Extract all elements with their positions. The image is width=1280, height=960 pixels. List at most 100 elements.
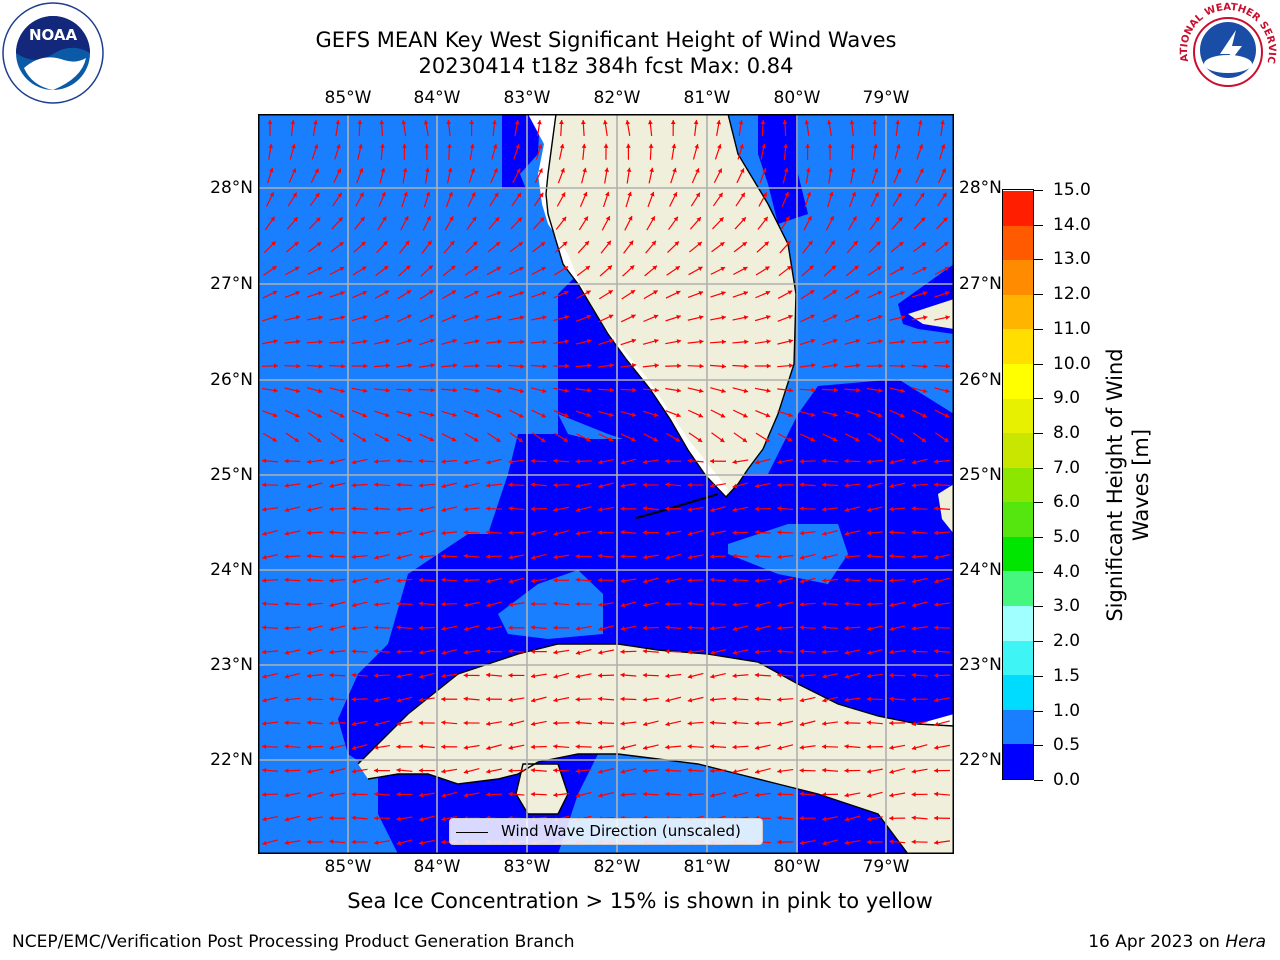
wind-arrow-head — [830, 240, 835, 246]
wind-arrow-head — [306, 816, 312, 822]
wind-arrow-head — [744, 339, 749, 345]
wind-arrow-head — [267, 120, 273, 124]
wind-arrow-head — [889, 815, 894, 821]
wind-arrow-head — [497, 339, 502, 345]
wind-arrow-head — [911, 649, 916, 654]
lat-label: 22°N — [959, 750, 1002, 770]
wind-arrow-head — [508, 578, 514, 584]
wind-arrow-head — [530, 673, 536, 679]
wind-arrow-head — [530, 625, 536, 630]
wind-arrow-head — [732, 744, 737, 750]
wind-arrow-head — [427, 240, 432, 246]
wind-arrow-head — [429, 314, 435, 319]
wind-arrow-head — [284, 507, 290, 513]
wind-arrow-head — [765, 412, 771, 418]
wind-arrow-head — [898, 241, 904, 247]
wind-arrow-head — [698, 290, 704, 296]
colorbar-tick-label: 2.0 — [1053, 631, 1081, 652]
wind-arrow-head — [284, 483, 289, 488]
wind-arrow-head — [341, 363, 346, 369]
colorbar-tick-label: 10.0 — [1053, 353, 1091, 374]
wind-arrow-head — [620, 769, 626, 774]
wind-arrow-head — [642, 768, 648, 774]
wind-arrow-head — [598, 769, 603, 774]
wind-arrow-head — [945, 315, 950, 320]
wind-arrow-head — [530, 506, 535, 512]
wind-arrow-head — [486, 745, 491, 751]
wind-arrow-head — [699, 363, 704, 369]
wind-arrow-head — [642, 697, 648, 703]
wind-arrow-head — [598, 530, 603, 535]
wind-arrow-head — [362, 290, 367, 296]
colorbar-tick — [1034, 190, 1043, 191]
wind-arrow-head — [695, 192, 700, 198]
wind-arrow-head — [329, 720, 334, 726]
wind-arrow-head — [329, 815, 334, 821]
wind-arrow-head — [598, 792, 603, 798]
wind-arrow-head — [739, 144, 744, 149]
wind-arrow-head — [428, 290, 434, 295]
colorbar-segment — [1003, 467, 1033, 503]
wind-arrow-head — [934, 530, 939, 536]
wind-arrow-head — [872, 120, 878, 125]
wind-arrow-head — [575, 553, 580, 559]
wind-arrow-head — [424, 143, 430, 148]
wind-arrow-head — [851, 191, 857, 197]
wind-arrow-head — [854, 437, 860, 442]
wind-arrow-head — [620, 672, 625, 678]
wind-arrow-head — [553, 507, 558, 512]
wind-arrow-head — [469, 143, 475, 149]
wind-arrow-head — [742, 413, 748, 418]
wind-arrow-head — [717, 144, 722, 149]
wind-arrow-head — [563, 412, 569, 418]
wind-arrow-head — [804, 120, 810, 125]
wind-arrow-head — [604, 167, 610, 173]
wind-arrow-head — [889, 602, 894, 608]
wind-arrow-head — [710, 483, 715, 489]
wind-arrow-head — [463, 696, 468, 702]
wind-arrow-head — [716, 120, 722, 125]
wind-arrow-head — [699, 339, 704, 345]
wind-arrow-head — [486, 696, 491, 702]
wind-arrow-head — [374, 815, 379, 821]
wind-arrow-head — [441, 816, 446, 822]
wind-arrow-head — [262, 840, 267, 846]
wind-arrow-head — [294, 437, 300, 442]
wind-arrow-head — [866, 744, 871, 750]
wind-arrow-head — [626, 167, 632, 173]
colorbar-tick-label: 0.0 — [1053, 770, 1081, 790]
wind-arrow-head — [441, 601, 446, 607]
wind-arrow-head — [452, 363, 458, 368]
wind-arrow-head — [710, 601, 715, 607]
ocean-dark-region — [758, 114, 808, 224]
wind-arrow-head — [271, 266, 277, 271]
wind-arrow-head — [755, 459, 760, 465]
wind-arrow-head — [647, 120, 653, 125]
wind-arrow-head — [585, 265, 590, 271]
wind-arrow-head — [517, 217, 522, 222]
wind-arrow-head — [911, 578, 917, 584]
colorbar-tick — [1034, 294, 1043, 296]
wind-arrow-head — [866, 816, 872, 822]
wind-arrow-head — [272, 412, 278, 418]
wind-arrow-head — [284, 601, 289, 607]
wind-arrow-head — [665, 506, 670, 512]
wind-arrow-head — [307, 650, 312, 655]
wind-arrow-head — [665, 601, 670, 607]
wind-arrow-head — [262, 792, 267, 797]
colorbar-segment — [1003, 675, 1033, 710]
colorbar-segment — [1003, 536, 1033, 572]
wind-arrow-head — [844, 625, 849, 631]
wind-arrow-head — [441, 768, 446, 774]
wind-arrow-head — [631, 338, 637, 344]
wind-arrow-head — [866, 601, 871, 607]
wind-arrow-head — [518, 437, 523, 443]
wind-arrow-head — [294, 266, 300, 271]
lon-label: 79°W — [862, 88, 910, 108]
wind-arrow-head — [586, 437, 591, 442]
wind-arrow-head — [822, 531, 827, 536]
wind-arrow-head — [844, 531, 850, 536]
wind-arrow-head — [449, 240, 455, 246]
wind-arrow-head — [889, 506, 894, 512]
wind-arrow-head — [710, 673, 715, 679]
